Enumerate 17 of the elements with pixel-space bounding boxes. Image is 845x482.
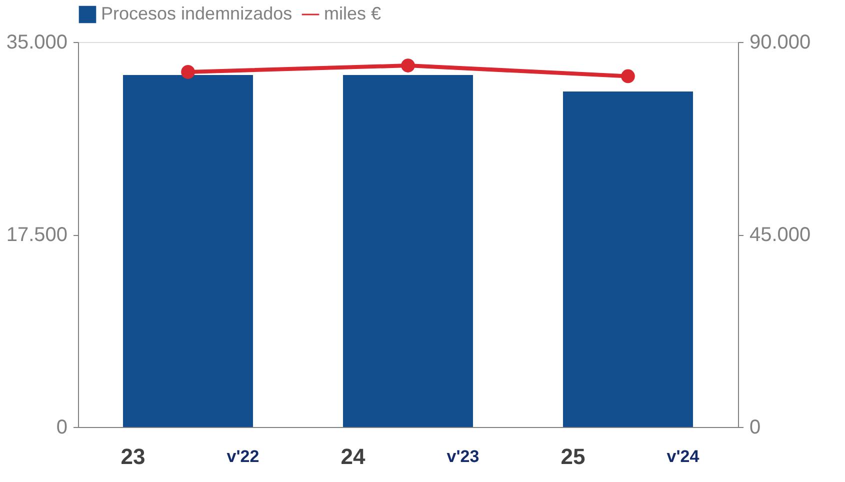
- y-tick-label: 35.000: [6, 32, 68, 54]
- y-tick-label: 17.500: [6, 224, 68, 246]
- x-tick-label: 23: [120, 444, 146, 469]
- legend-label: Procesos indemnizados: [101, 4, 292, 24]
- x-tick-label: 24: [340, 444, 366, 469]
- text: v'22: [226, 447, 260, 466]
- text: v'24: [666, 447, 700, 466]
- text: v'23: [446, 447, 480, 466]
- legend-label: miles €: [324, 4, 382, 24]
- y-tick-label: 0: [56, 416, 68, 438]
- x-tick-label: 25: [560, 444, 586, 469]
- point: [181, 65, 195, 79]
- y2-tick-label: 90.000: [750, 32, 811, 54]
- y2-tick-label: 45.000: [750, 224, 811, 246]
- point: [401, 58, 415, 72]
- y2-tick-label: 0: [750, 416, 761, 438]
- point: [621, 69, 635, 84]
